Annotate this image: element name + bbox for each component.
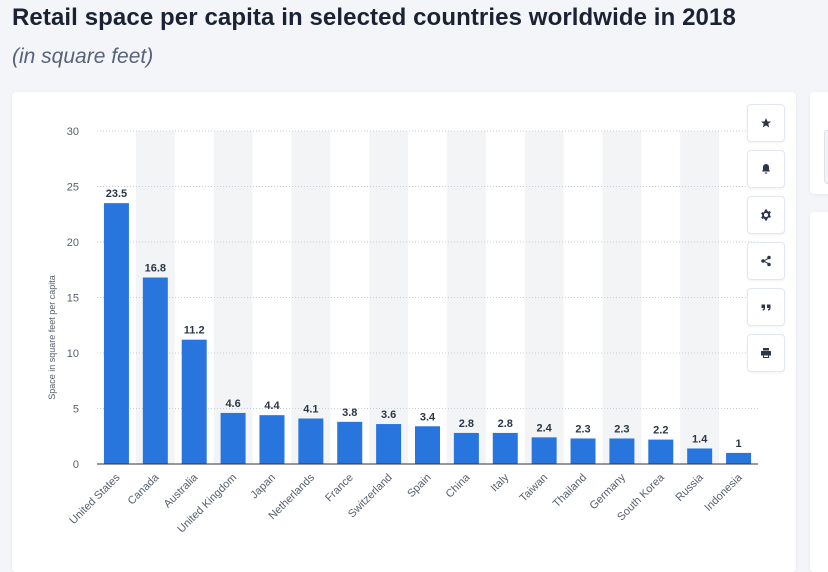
bar	[648, 439, 674, 464]
data-label: 16.8	[145, 263, 166, 275]
page-subtitle: (in square feet)	[12, 45, 154, 68]
data-label: 3.6	[381, 409, 396, 421]
page-title: Retail space per capita in selected coun…	[12, 4, 736, 31]
y-tick-label: 25	[67, 182, 79, 194]
data-label: 1.4	[692, 433, 708, 445]
bar	[220, 412, 246, 464]
y-tick-label: 5	[73, 404, 79, 416]
bar	[687, 448, 713, 464]
x-tick-label: Germany	[588, 471, 629, 512]
y-tick-label: 20	[67, 237, 79, 249]
y-tick-label: 30	[67, 126, 79, 138]
side-panel-tab[interactable]	[824, 130, 828, 184]
data-label: 4.1	[303, 403, 318, 415]
bar	[492, 432, 518, 464]
x-tick-label: United States	[67, 471, 123, 527]
share-icon	[761, 255, 771, 267]
bar	[609, 438, 635, 464]
x-tick-label: China	[444, 471, 473, 500]
data-label: 4.6	[225, 398, 240, 410]
x-tick-label: Canada	[126, 471, 162, 507]
bar	[142, 277, 168, 464]
bar	[259, 415, 285, 464]
data-label: 2.3	[575, 423, 590, 435]
x-tick-label: Italy	[489, 471, 512, 494]
x-tick-label: Thailand	[551, 472, 589, 510]
notification-button[interactable]	[747, 150, 785, 188]
bar	[415, 426, 440, 464]
cite-button[interactable]	[747, 288, 785, 326]
x-tick-label: Russia	[674, 471, 707, 504]
data-label: 2.2	[653, 425, 668, 437]
bar	[298, 418, 324, 464]
bar	[453, 432, 479, 464]
x-tick-label: Indonesia	[702, 471, 745, 514]
star-icon	[761, 118, 771, 128]
data-label: 2.8	[498, 418, 513, 430]
y-tick-label: 10	[67, 348, 79, 360]
chart-card: 0 5 10 15 20 25 30 23.5 United States 16.8 Canada 1…	[12, 92, 796, 572]
x-tick-label: Spain	[405, 472, 433, 500]
settings-button[interactable]	[747, 196, 785, 234]
quote-icon	[761, 304, 771, 311]
share-button[interactable]	[747, 242, 785, 280]
print-icon	[761, 348, 771, 358]
chart-toolbar	[747, 104, 785, 380]
data-label: 2.4	[536, 422, 552, 434]
y-tick-label: 0	[73, 459, 79, 471]
bar	[181, 339, 207, 464]
data-label: 4.4	[264, 400, 280, 412]
bar	[103, 203, 129, 464]
bar	[376, 424, 402, 464]
category-band	[602, 131, 642, 464]
bar-chart: 0 5 10 15 20 25 30 23.5 United States 16.8 Canada 1…	[47, 126, 758, 535]
y-tick-label: 15	[67, 293, 79, 305]
side-panel	[810, 92, 828, 194]
data-label: 23.5	[106, 188, 127, 200]
bar	[337, 421, 363, 464]
category-band	[680, 131, 720, 464]
x-tick-label: Japan	[248, 472, 278, 502]
print-button[interactable]	[747, 334, 785, 372]
data-label: 2.3	[614, 423, 629, 435]
side-panel-lower	[810, 212, 828, 572]
bar	[531, 437, 557, 464]
bar	[726, 452, 752, 464]
data-label: 2.8	[459, 418, 474, 430]
data-label: 1	[735, 438, 741, 450]
x-tick-label: France	[323, 472, 356, 505]
x-tick-label: Taiwan	[518, 472, 551, 505]
favorite-button[interactable]	[747, 104, 785, 142]
data-label: 11.2	[184, 325, 205, 337]
gear-icon	[761, 209, 771, 221]
data-label: 3.4	[420, 411, 436, 423]
bar	[570, 438, 596, 464]
bell-icon	[762, 164, 770, 174]
data-label: 3.8	[342, 407, 357, 419]
x-tick-label: Australia	[162, 471, 201, 510]
y-axis-title: Space in square feet per capita	[47, 275, 57, 400]
